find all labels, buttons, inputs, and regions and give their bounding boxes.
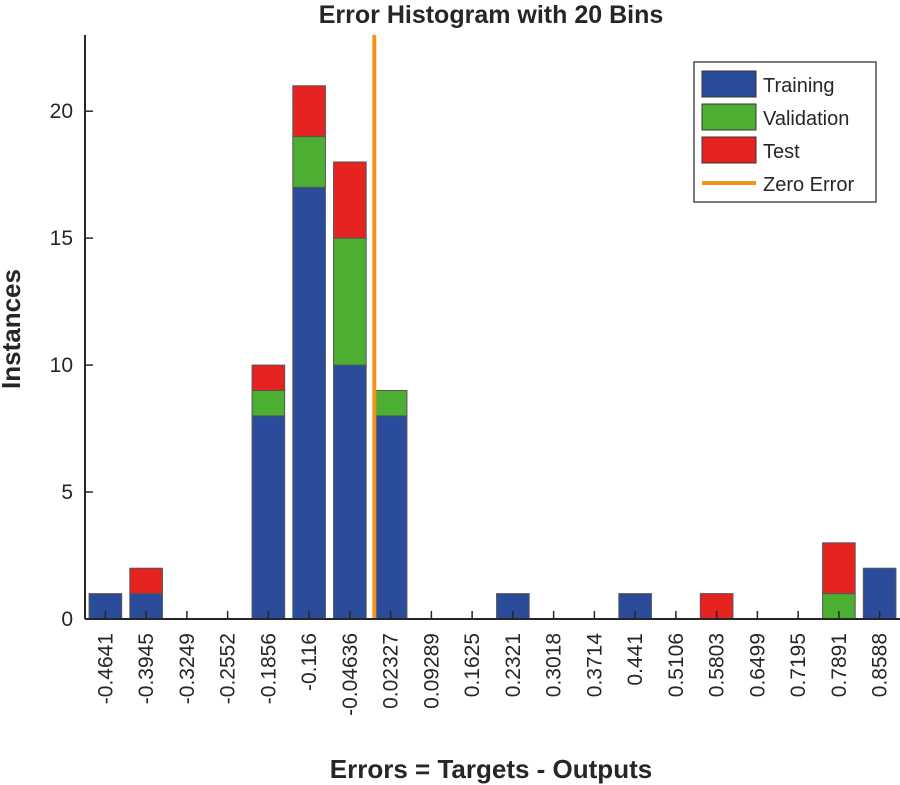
x-tick-label-17: 0.6499 [746, 633, 769, 697]
bar-training-5 [251, 415, 286, 620]
legend-label-zero-error: Zero Error [763, 174, 854, 196]
legend-label-training: Training [763, 75, 835, 97]
bar-training-6 [292, 186, 326, 620]
x-tick-label-16: 0.5803 [706, 633, 729, 697]
x-tick-label-5: -0.1856 [257, 633, 280, 704]
x-tick-label-8: 0.02327 [380, 633, 403, 709]
x-tick-label-6: -0.116 [298, 633, 321, 691]
y-axis-label: Instances [0, 269, 26, 389]
x-tick-label-18: 0.7195 [787, 633, 810, 697]
x-tick-label-4: -0.2552 [217, 633, 240, 704]
bar-validation-5 [251, 389, 286, 417]
x-tick-label-11: 0.2321 [502, 633, 525, 697]
y-tick-label-15: 15 [50, 227, 73, 250]
bar-test-5 [251, 364, 286, 391]
legend-swatch-training [701, 70, 757, 98]
plot-area: 0 5 10 15 20 -0.4641 -0.3945 -0.3249 -0.2552 -0.1… [50, 35, 900, 716]
x-tick-label-3: -0.3249 [176, 633, 199, 704]
bar-training-20 [862, 567, 897, 620]
bar-validation-7 [333, 237, 367, 366]
bar-test-7 [333, 161, 367, 239]
bar-validation-8 [373, 389, 408, 417]
bar-validation-6 [292, 136, 326, 188]
x-tick-label-9: 0.09289 [420, 633, 443, 709]
legend: Training Validation Test Zero Error [693, 61, 877, 203]
x-tick-label-20: 0.8588 [869, 633, 892, 697]
chart-title: Error Histogram with 20 Bins [319, 1, 664, 29]
x-tick-label-10: 0.1625 [461, 633, 484, 697]
legend-swatch-test [701, 136, 757, 164]
x-tick-label-7: -0.04636 [339, 633, 362, 716]
bar-test-19 [822, 542, 856, 595]
bar-training-7 [333, 364, 367, 620]
bar-test-6 [292, 85, 326, 138]
y-tick-label-10: 10 [50, 354, 73, 377]
x-tick-label-13: 0.3714 [583, 633, 606, 698]
x-tick-label-2: -0.3945 [135, 633, 158, 704]
legend-label-test: Test [763, 141, 800, 163]
bar-test-2 [129, 567, 163, 595]
x-tick-label-1: -0.4641 [94, 633, 117, 704]
x-tick-label-12: 0.3018 [543, 633, 566, 697]
y-tick-label-20: 20 [50, 100, 73, 123]
bar-training-8 [373, 415, 408, 620]
y-tick-label-5: 5 [61, 481, 73, 504]
x-axis-label: Errors = Targets - Outputs [330, 754, 652, 784]
legend-swatch-validation [701, 103, 757, 131]
y-tick-label-0: 0 [61, 608, 73, 631]
x-tick-label-15: 0.5106 [665, 633, 688, 697]
x-tick-label-19: 0.7891 [828, 633, 851, 697]
x-tick-label-14: 0.441 [624, 633, 647, 686]
legend-label-validation: Validation [763, 108, 849, 130]
